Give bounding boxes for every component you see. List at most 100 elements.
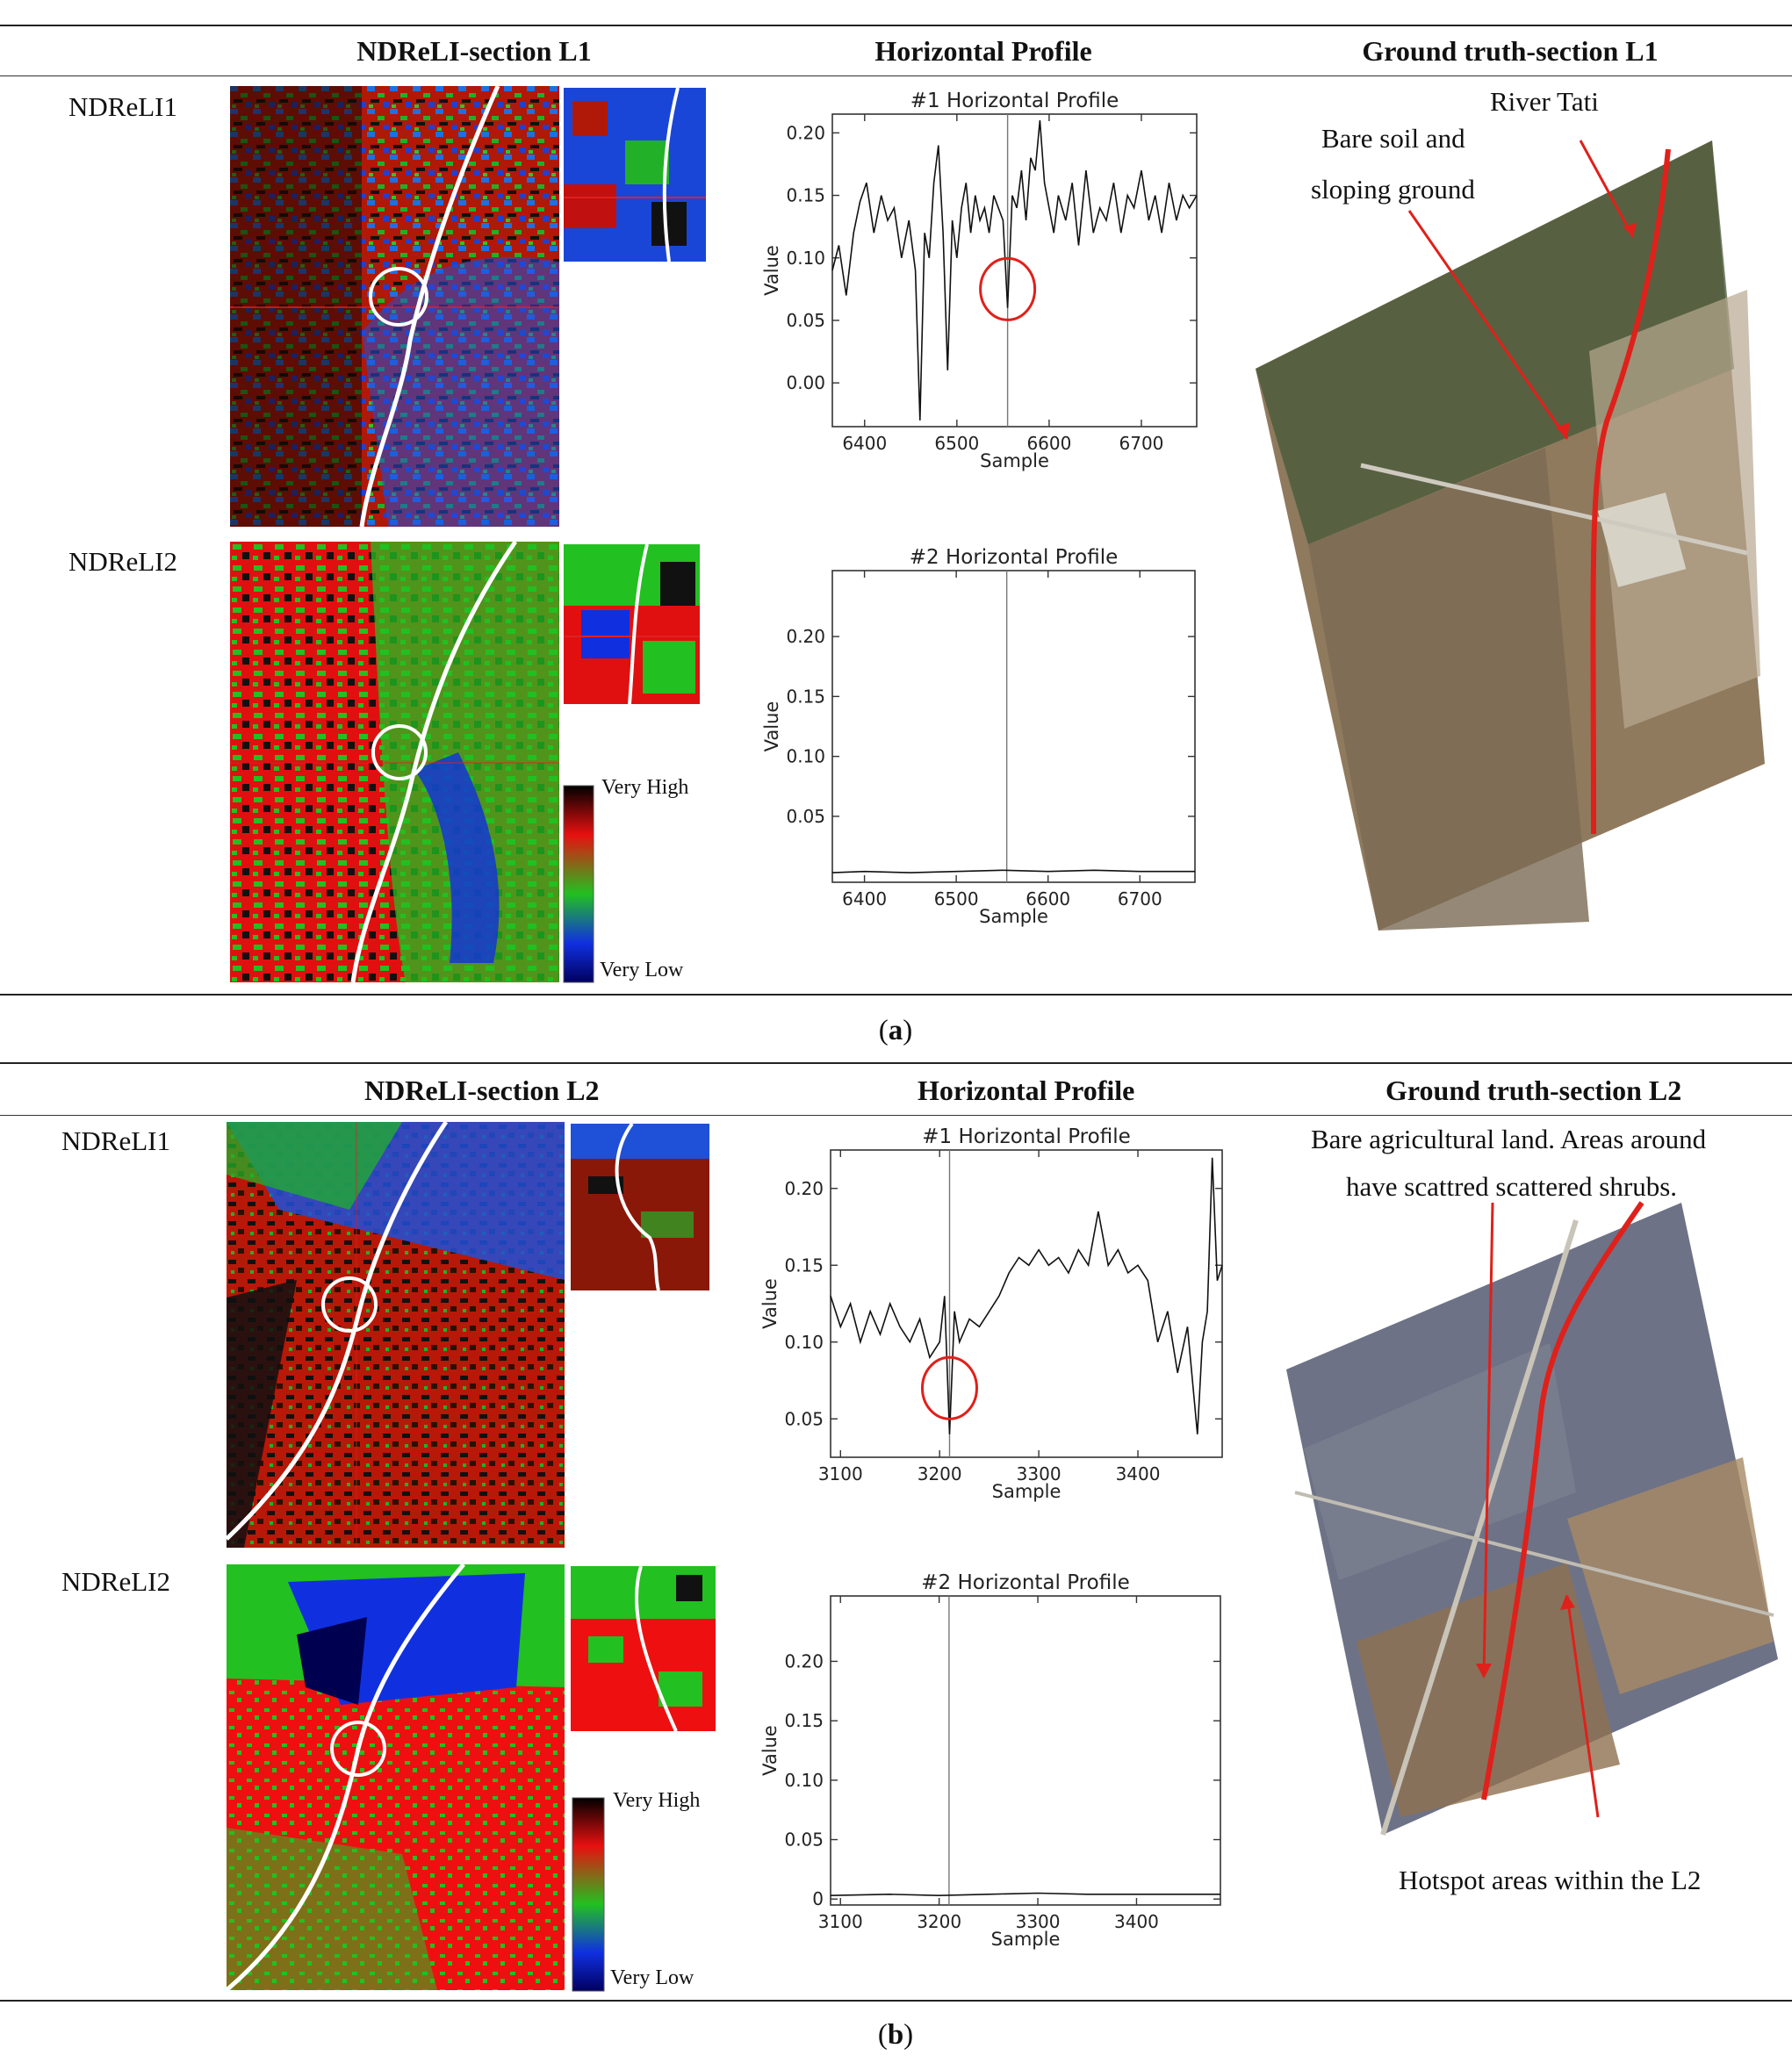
ndreli1-inset-l2 bbox=[571, 1122, 709, 1291]
row-label-a2: NDReLI2 bbox=[68, 546, 177, 577]
profile-series-line bbox=[831, 120, 1198, 421]
plot-frame bbox=[830, 1149, 1223, 1458]
header-profile-a: Horizontal Profile bbox=[874, 35, 1092, 67]
caption-b: (b) bbox=[877, 2019, 914, 2051]
ground-truth-map-l1 bbox=[1256, 140, 1765, 931]
ndreli2-inset-l2 bbox=[571, 1565, 716, 1732]
y-tick-label: 0.10 bbox=[786, 746, 825, 767]
profile-series-line bbox=[831, 869, 1195, 873]
y-tick-label: 0.10 bbox=[784, 1332, 824, 1353]
x-axis-label: Sample bbox=[980, 450, 1049, 471]
x-tick-label: 6400 bbox=[842, 888, 887, 909]
anomaly-circle bbox=[920, 1355, 978, 1420]
caption-a: (a) bbox=[878, 1015, 913, 1046]
legend-low-b: Very Low bbox=[610, 1966, 694, 1989]
chart-title: #1 Horizontal Profile bbox=[922, 1125, 1130, 1148]
header-profile-b: Horizontal Profile bbox=[918, 1075, 1135, 1106]
y-tick-label: 0.05 bbox=[786, 806, 825, 827]
plot-frame bbox=[831, 113, 1198, 428]
truth-annotation-bare-soil-line1: Bare soil and bbox=[1321, 123, 1465, 154]
top-rule-b bbox=[0, 1062, 1792, 1064]
x-tick-label: 6700 bbox=[1118, 888, 1162, 909]
truth-annotation-hotspot: Hotspot areas within the L2 bbox=[1399, 1865, 1702, 1895]
y-tick-label: 0.15 bbox=[784, 1710, 824, 1731]
profile-chart-b2: #2 Horizontal Profile 0 0.05 0.10 0.15 0.20 31… bbox=[759, 1571, 1221, 1950]
profile-chart-a1: #1 Horizontal Profile 0.00 0.05 0.10 0.15 0.2… bbox=[761, 90, 1198, 471]
x-tick-label: 6600 bbox=[1026, 888, 1070, 909]
y-tick-label: 0.20 bbox=[786, 122, 825, 143]
ground-truth-map-l2 bbox=[1286, 1201, 1778, 1836]
x-tick-label: 6500 bbox=[934, 888, 979, 909]
x-axis-label: Sample bbox=[991, 1929, 1061, 1950]
x-tick-label: 6600 bbox=[1026, 433, 1071, 454]
row-label-b2: NDReLI2 bbox=[61, 1566, 170, 1597]
ndreli2-map-l2 bbox=[225, 1563, 565, 1992]
x-tick-label: 3100 bbox=[818, 1911, 863, 1932]
y-tick-label: 0.20 bbox=[784, 1650, 824, 1671]
anomaly-circle bbox=[979, 256, 1037, 321]
header-index-a: NDReLI-section L1 bbox=[356, 35, 592, 67]
bottom-rule-b bbox=[0, 2000, 1792, 2002]
legend-high-a: Very High bbox=[601, 776, 689, 799]
y-axis-label: Value bbox=[761, 701, 782, 752]
chart-title: #2 Horizontal Profile bbox=[910, 546, 1118, 569]
ndreli1-map-l2 bbox=[225, 1120, 565, 1548]
row-label-b1: NDReLI1 bbox=[61, 1125, 170, 1156]
top-rule-a bbox=[0, 25, 1792, 26]
plot-frame bbox=[830, 1595, 1221, 1906]
x-tick-label: 3200 bbox=[917, 1911, 961, 1932]
y-tick-label: 0.15 bbox=[784, 1254, 824, 1276]
ndreli1-map-l1 bbox=[230, 84, 559, 528]
y-tick-label: 0.10 bbox=[784, 1770, 824, 1791]
y-tick-label: 0.05 bbox=[786, 310, 825, 331]
bottom-rule-a bbox=[0, 994, 1792, 996]
legend-colorbar-b bbox=[572, 1797, 605, 1992]
y-tick-label: 0.15 bbox=[786, 686, 825, 707]
header-rule-b bbox=[0, 1115, 1792, 1116]
profile-series-line bbox=[830, 1892, 1220, 1897]
header-rule-a bbox=[0, 75, 1792, 76]
y-axis-label: Value bbox=[759, 1278, 781, 1329]
x-tick-label: 3100 bbox=[818, 1463, 863, 1484]
legend-colorbar-a bbox=[563, 785, 594, 983]
x-tick-label: 6400 bbox=[842, 433, 887, 454]
header-index-b: NDReLI-section L2 bbox=[364, 1075, 600, 1106]
x-tick-label: 3400 bbox=[1114, 1911, 1159, 1932]
profile-chart-a2: #2 Horizontal Profile 0.05 0.10 0.15 0.20 640… bbox=[761, 546, 1196, 927]
x-tick-label: 6700 bbox=[1119, 433, 1164, 454]
x-tick-label: 6500 bbox=[934, 433, 979, 454]
x-axis-label: Sample bbox=[992, 1481, 1062, 1502]
chart-title: #2 Horizontal Profile bbox=[921, 1571, 1129, 1594]
truth-annotation-bare-agri-line1: Bare agricultural land. Areas around bbox=[1311, 1124, 1707, 1154]
truth-annotation-bare-agri-line2: have scattred scattered shrubs. bbox=[1346, 1171, 1678, 1202]
chart-title: #1 Horizontal Profile bbox=[910, 90, 1119, 112]
y-tick-label: 0.05 bbox=[784, 1829, 824, 1851]
truth-annotation-river-tati: River Tati bbox=[1490, 86, 1599, 117]
y-tick-label: 0.00 bbox=[786, 372, 825, 393]
y-axis-label: Value bbox=[759, 1725, 781, 1776]
profile-series-line bbox=[830, 1157, 1223, 1434]
plot-frame bbox=[831, 570, 1196, 883]
y-tick-label: 0.05 bbox=[784, 1408, 824, 1429]
ndreli1-inset-l1 bbox=[564, 87, 706, 262]
truth-annotation-bare-soil-line2: sloping ground bbox=[1311, 174, 1475, 205]
legend-high-b: Very High bbox=[613, 1789, 701, 1812]
x-tick-label: 3300 bbox=[1017, 1463, 1062, 1484]
y-tick-label: 0.10 bbox=[786, 248, 825, 269]
ndreli2-inset-l1 bbox=[564, 543, 700, 705]
legend-low-a: Very Low bbox=[600, 959, 684, 981]
y-tick-label: 0.20 bbox=[784, 1178, 824, 1199]
ndreli2-map-l1 bbox=[230, 540, 559, 983]
row-label-a1: NDReLI1 bbox=[68, 91, 177, 122]
header-truth-b: Ground truth-section L2 bbox=[1385, 1075, 1682, 1106]
header-truth-a: Ground truth-section L1 bbox=[1362, 35, 1659, 67]
y-tick-label: 0.15 bbox=[786, 185, 825, 206]
x-tick-label: 3300 bbox=[1016, 1911, 1061, 1932]
x-tick-label: 3200 bbox=[918, 1463, 962, 1484]
x-tick-label: 3400 bbox=[1116, 1463, 1161, 1484]
y-tick-label: 0 bbox=[812, 1888, 824, 1909]
y-axis-label: Value bbox=[761, 245, 782, 296]
x-axis-label: Sample bbox=[979, 906, 1048, 927]
y-tick-label: 0.20 bbox=[786, 626, 825, 647]
profile-chart-b1: #1 Horizontal Profile 0.05 0.10 0.15 0.20 310… bbox=[759, 1125, 1223, 1502]
